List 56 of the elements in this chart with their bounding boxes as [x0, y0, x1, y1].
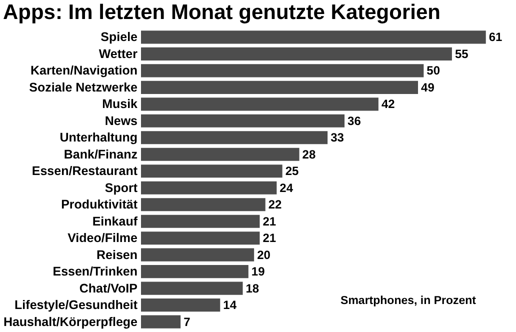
data-label: 7 [184, 314, 191, 329]
bar [141, 47, 452, 60]
data-label: 25 [285, 164, 300, 178]
bar [141, 315, 181, 328]
y-tick-label: Haushalt/Körperpflege [3, 314, 138, 329]
bar [141, 198, 266, 212]
y-tick-label: Sport [104, 180, 138, 195]
y-tick-label: Wetter [98, 46, 138, 61]
y-tick-label: Musik [102, 97, 138, 112]
bar [141, 148, 300, 161]
y-tick-label: Video/Filme [68, 231, 138, 246]
y-tick-label: Unterhaltung [60, 130, 138, 145]
y-tick-label: Lifestyle/Gesundheit [14, 298, 138, 312]
data-label: 50 [426, 64, 440, 78]
data-label: 61 [488, 30, 503, 44]
data-label: 36 [348, 114, 362, 128]
data-label: 28 [302, 147, 316, 162]
data-label: 14 [223, 298, 237, 312]
data-label: 21 [262, 231, 276, 246]
annotation: Smartphones, in Prozent [340, 295, 476, 307]
y-tick-label: Essen/Restaurant [32, 164, 138, 178]
bar [141, 98, 378, 111]
data-label: 20 [257, 248, 271, 262]
data-label: 19 [251, 264, 266, 279]
bar [141, 232, 260, 245]
bar [141, 298, 220, 312]
bar [141, 214, 260, 228]
y-tick-label: Essen/Trinken [52, 264, 138, 279]
data-label: 22 [268, 198, 282, 212]
bar [141, 181, 277, 194]
bar [141, 265, 248, 278]
bar [141, 30, 486, 44]
y-tick-label: Chat/VoIP [79, 281, 138, 296]
bar [141, 131, 328, 144]
data-label: 21 [262, 214, 276, 228]
bar [141, 114, 345, 128]
y-tick-label: Spiele [100, 30, 138, 44]
y-tick-label: Bank/Finanz [64, 147, 138, 162]
y-tick-label: Soziale Netzwerke [29, 80, 138, 94]
data-label: 42 [381, 97, 396, 112]
y-tick-label: Produktivität [61, 198, 138, 212]
data-label: 49 [421, 80, 435, 94]
data-label: 24 [280, 180, 294, 195]
y-tick-label: Einkauf [92, 214, 138, 228]
data-label: 18 [246, 281, 260, 296]
chart-title: Apps: Im letzten Monat genutzte Kategorien [2, 1, 440, 24]
bar [141, 64, 424, 78]
bar [141, 164, 282, 178]
y-tick-label: Reisen [96, 248, 138, 262]
data-label: 55 [454, 46, 469, 61]
bar [141, 282, 243, 295]
bar [141, 248, 254, 262]
y-tick-label: News [104, 114, 138, 128]
data-label: 33 [330, 130, 344, 145]
bar [141, 80, 418, 94]
y-tick-label: Karten/Navigation [30, 64, 138, 78]
